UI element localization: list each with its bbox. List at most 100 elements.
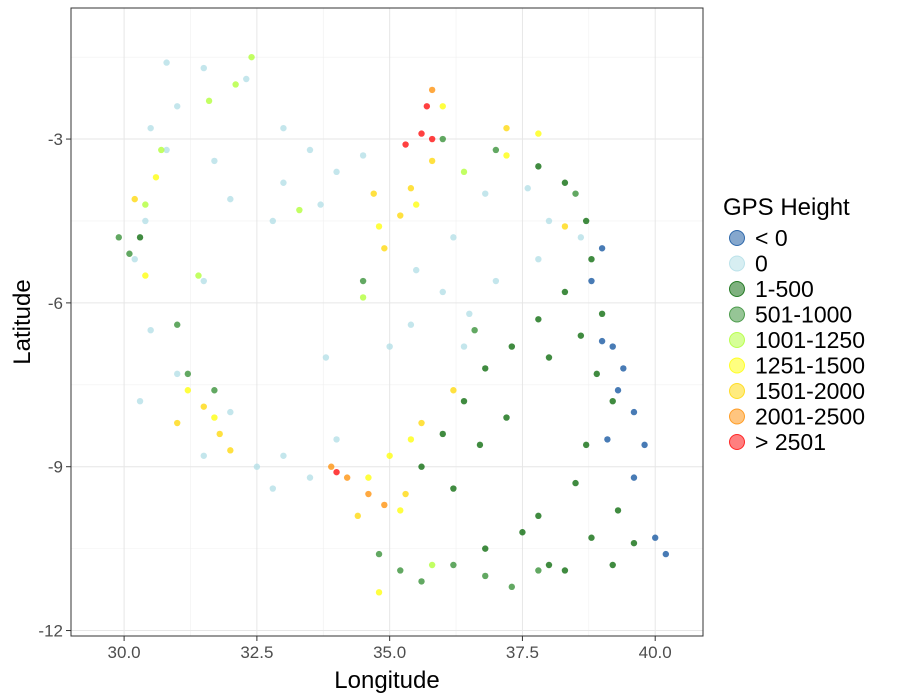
data-point [450, 561, 457, 569]
data-point [136, 234, 144, 241]
data-point [460, 397, 468, 405]
y-tick-label: -6 [48, 294, 63, 313]
data-point [460, 343, 468, 350]
data-point [333, 468, 340, 476]
data-point [269, 485, 277, 492]
data-point [216, 430, 223, 438]
data-point [184, 370, 192, 378]
data-point [402, 490, 409, 498]
data-point [519, 529, 526, 536]
data-point [620, 365, 627, 372]
data-point [333, 436, 340, 443]
data-point [428, 157, 436, 165]
data-point [163, 59, 170, 66]
data-point [205, 97, 213, 105]
legend-key [729, 383, 745, 399]
legend-title: GPS Height [723, 194, 850, 221]
legend-key [729, 306, 745, 323]
data-point [428, 561, 436, 569]
data-point [397, 212, 404, 219]
data-point [243, 75, 250, 83]
legend-entry: 501-1000 [729, 302, 852, 328]
data-point [386, 452, 393, 459]
legend-label: 1-500 [755, 276, 814, 302]
data-point [604, 436, 611, 443]
data-point [598, 337, 606, 345]
legend-key [729, 230, 745, 246]
data-point [232, 81, 239, 88]
data-point [211, 157, 218, 165]
series-2001-2500 [328, 86, 436, 509]
data-point [535, 316, 542, 323]
data-point [211, 387, 218, 394]
data-point [142, 217, 149, 225]
data-point [280, 124, 287, 132]
x-tick-label: 37.5 [506, 643, 539, 662]
data-point [609, 561, 616, 569]
data-point [375, 550, 383, 558]
data-point [407, 321, 415, 328]
legend-label: > 2501 [755, 429, 826, 455]
legend-key [729, 281, 745, 297]
plot-border [70, 7, 704, 637]
legend-entry: < 0 [729, 225, 788, 251]
data-point [545, 561, 553, 569]
y-tick-label: -9 [48, 458, 63, 477]
x-tick-label: 40.0 [639, 643, 672, 662]
data-point [503, 152, 510, 159]
data-point [343, 474, 351, 481]
data-point [641, 441, 648, 449]
legend-key [729, 434, 745, 450]
data-point [333, 168, 340, 176]
legend-key [729, 408, 745, 425]
data-point [577, 332, 585, 339]
data-point [227, 447, 234, 454]
data-point [322, 354, 330, 361]
series-1251-1500 [142, 103, 542, 596]
data-point [466, 310, 473, 318]
data-point [482, 365, 489, 372]
data-point [142, 272, 149, 279]
data-point [200, 277, 207, 285]
data-point [614, 507, 622, 514]
data-point [418, 463, 425, 470]
legend-entry: 1-500 [729, 276, 814, 302]
legend-label: 0 [755, 251, 768, 277]
data-point [561, 223, 569, 230]
data-point [174, 321, 181, 328]
series-0 [131, 59, 585, 492]
data-point [450, 485, 457, 492]
data-point [174, 370, 181, 378]
data-point [397, 507, 404, 514]
data-point [588, 534, 595, 541]
x-axis-ticks: 30.0 32.5 35.0 37.5 40.0 [108, 636, 672, 662]
data-point [545, 354, 553, 361]
data-point [200, 403, 207, 410]
data-point [136, 397, 144, 405]
data-point [561, 567, 569, 574]
data-point [662, 550, 670, 558]
data-point [614, 387, 622, 394]
data-point [174, 419, 181, 427]
data-point [450, 234, 457, 241]
data-point [402, 141, 409, 148]
data-point [296, 206, 303, 214]
data-point [413, 201, 420, 208]
data-point [142, 201, 149, 208]
data-point [572, 190, 579, 197]
legend-label: 1001-1250 [755, 327, 865, 353]
data-point [126, 250, 133, 257]
legend-label: 1501-2000 [755, 378, 865, 404]
data-point [561, 179, 569, 186]
plot-background [71, 8, 703, 636]
data-point [211, 414, 218, 421]
data-point [370, 190, 377, 197]
data-point [535, 130, 542, 137]
data-point [535, 163, 542, 170]
data-point [375, 223, 383, 230]
data-point [328, 463, 335, 470]
data-point [359, 294, 367, 301]
data-point [561, 288, 569, 296]
data-point [131, 256, 138, 263]
